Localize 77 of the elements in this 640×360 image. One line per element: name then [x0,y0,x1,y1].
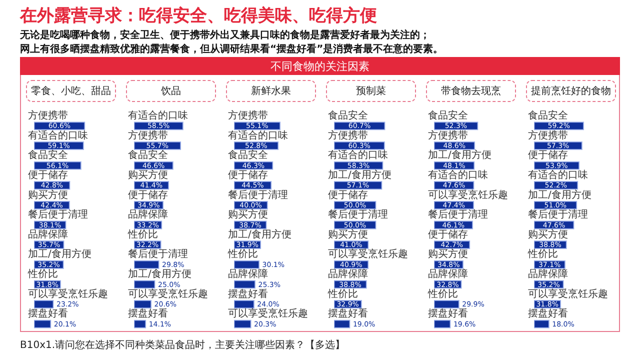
y-tick-label: 食品安全 [428,110,468,122]
y-tick-label: 方便携带 [28,110,68,122]
y-tick-label: 可以享受烹饪乐趣 [128,288,208,300]
y-tick-label: 性价比 [227,248,258,260]
y-tick-label: 有适合的口味 [328,149,388,162]
chart-title: 零食、小吃、甜品 [26,80,116,102]
y-tick-label: 餐后便于清理 [228,188,288,201]
y-tick-label: 品牌保障 [128,208,168,221]
text: B10x1.请问您在选择不同种类菜品食品时，主要关注哪些因素？【多选】 [20,338,346,352]
y-tick-label: 性价比 [427,288,458,300]
y-tick-label: 加工/食用方便 [528,188,592,201]
text: 在外露营寻求：吃得安全、吃得美味、吃得方便 [20,5,377,27]
y-tick-label: 品牌保障 [528,268,568,280]
y-tick-label: 品牌保障 [228,268,268,280]
y-tick-label: 购买方便 [228,208,268,221]
y-tick-label: 性价比 [127,228,158,240]
y-tick-label: 方便携带 [228,110,268,122]
text: 不同食物的关注因素 [20,57,620,75]
y-tick-label: 餐后便于清理 [28,208,88,221]
y-tick-label: 性价比 [27,268,58,280]
y-tick-label: 便于储存 [328,188,368,201]
y-tick-label: 餐后便于清理 [128,248,188,260]
chart-title: 带食物去现烹 [426,80,516,102]
y-tick-label: 有适合的口味 [428,168,488,181]
y-tick-label: 餐后便于清理 [328,208,388,221]
y-tick-label: 加工/食用方便 [128,268,192,280]
y-tick-label: 品牌保障 [28,228,68,240]
y-tick-label: 食品安全 [528,110,568,122]
y-tick-label: 有适合的口味 [28,129,88,142]
y-tick-label: 品牌保障 [428,268,468,280]
y-tick-label: 摆盘好看 [528,308,568,320]
chart-title: 预制菜 [326,80,416,102]
y-tick-label: 便于储存 [28,168,68,181]
y-tick-label: 摆盘好看 [228,288,268,300]
y-tick-label: 食品安全 [228,149,268,162]
y-tick-label: 餐后便于清理 [528,208,588,221]
y-tick-label: 性价比 [327,288,358,300]
y-tick-label: 便于储存 [128,188,168,201]
chart-title: 新鲜水果 [226,80,316,102]
y-tick-label: 品牌保障 [328,268,368,280]
y-tick-label: 加工/食用方便 [228,228,292,240]
y-tick-label: 方便携带 [528,129,568,142]
y-tick-label: 可以享受烹饪乐趣 [528,288,608,300]
y-tick-label: 摆盘好看 [328,308,368,320]
y-tick-label: 购买方便 [528,228,568,240]
y-tick-label: 有适合的口味 [228,129,288,142]
y-tick-label: 便于储存 [428,228,468,240]
y-tick-label: 餐后便于清理 [428,208,488,221]
y-tick-label: 食品安全 [328,110,368,122]
y-tick-label: 可以享受烹饪乐趣 [228,308,308,320]
y-tick-label: 摆盘好看 [28,308,68,320]
y-tick-label: 食品安全 [128,149,168,162]
y-tick-label: 购买方便 [428,248,468,260]
y-tick-label: 有适合的口味 [128,110,188,122]
y-tick-label: 购买方便 [128,168,168,181]
chart-title: 饮品 [126,80,216,102]
y-tick-label: 方便携带 [428,129,468,142]
y-tick-label: 有适合的口味 [528,168,588,181]
y-tick-label: 加工/食用方便 [28,248,92,260]
y-tick-label: 可以享受烹饪乐趣 [428,188,508,201]
y-tick-label: 方便携带 [128,129,168,142]
y-tick-label: 加工/食用方便 [328,168,392,181]
y-tick-label: 购买方便 [328,228,368,240]
y-tick-label: 摆盘好看 [428,308,468,320]
y-tick-label: 可以享受烹饪乐趣 [28,288,108,300]
y-tick-label: 加工/食用方便 [428,149,492,162]
y-tick-label: 购买方便 [28,188,68,201]
y-tick-label: 可以享受烹饪乐趣 [328,248,408,260]
text: 网上有很多晒摆盘精致优雅的露营餐食，但从调研结果看“摆盘好看”是消费者最不在意的要素。 [20,42,444,56]
chart-title: 提前烹饪好的食物 [526,80,616,102]
y-tick-label: 便于储存 [228,168,268,181]
y-tick-label: 便于储存 [528,149,568,162]
y-tick-label: 性价比 [527,248,558,260]
text: 无论是吃喝哪种食物，安全卫生、便于携带外出又兼具口味的食物是露营爱好者最为关注的； [20,28,430,42]
y-tick-label: 方便携带 [328,129,368,142]
y-tick-label: 食品安全 [28,149,68,162]
y-tick-label: 摆盘好看 [128,308,168,320]
